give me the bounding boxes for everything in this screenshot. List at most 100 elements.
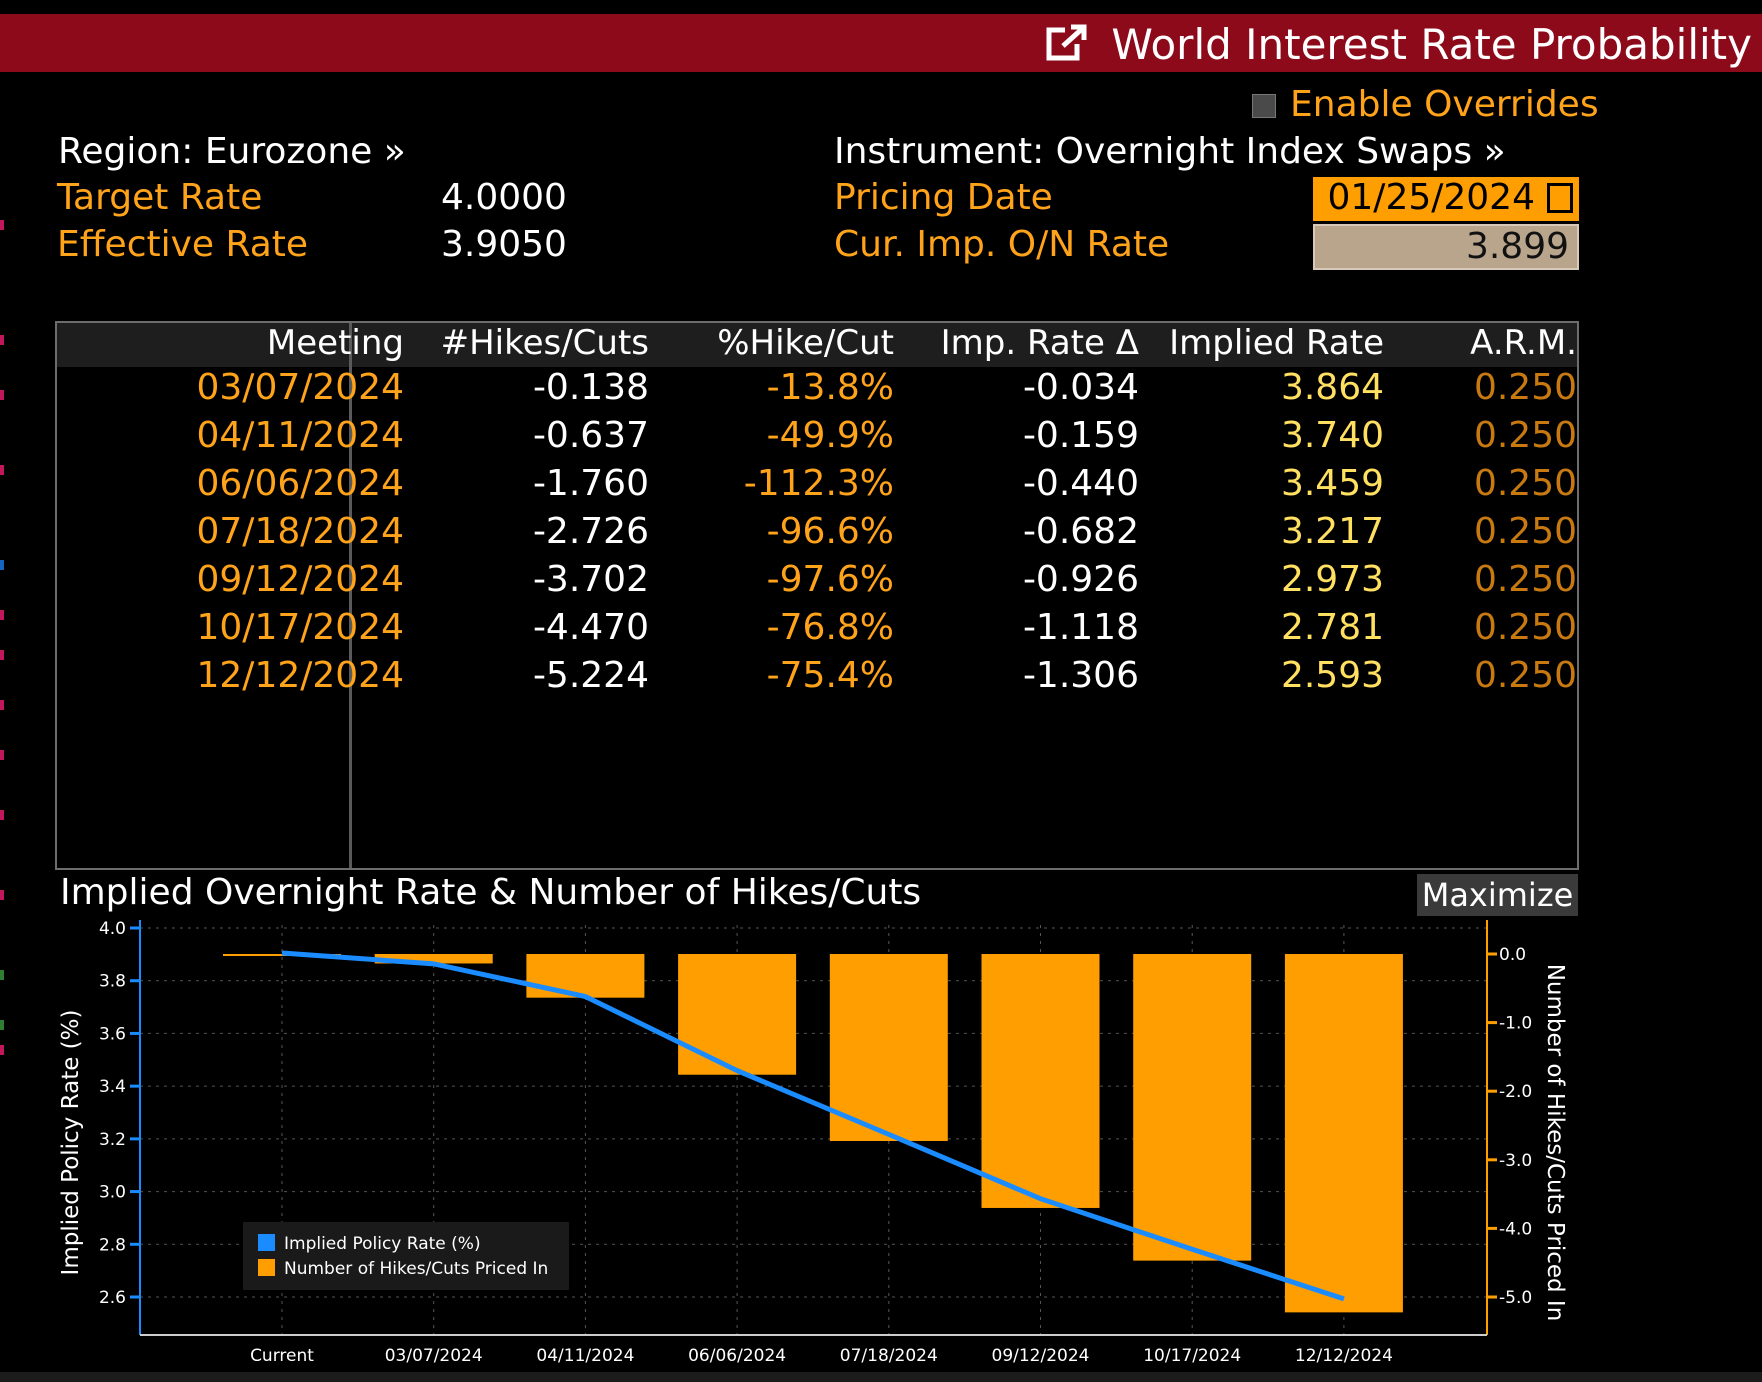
x-tick-label: 09/12/2024 <box>992 1346 1090 1366</box>
pricing-date-label: Pricing Date <box>834 177 1053 218</box>
arm-value: 0.250 <box>1473 559 1577 600</box>
legend-box <box>243 1222 569 1290</box>
right-tick-label: -2.0 <box>1499 1082 1532 1102</box>
implied-rate-value: 3.740 <box>1280 415 1384 456</box>
implied-rate-line <box>281 950 1345 1302</box>
right-tick-label: -1.0 <box>1499 1014 1532 1034</box>
arm-value: 0.250 <box>1473 415 1577 456</box>
hikes-cuts-value: -2.726 <box>532 511 649 552</box>
hikes-cuts-value: -0.637 <box>532 415 649 456</box>
right-tick-label: -3.0 <box>1499 1151 1532 1171</box>
x-tick-label: 07/18/2024 <box>840 1346 938 1366</box>
cur-imp-rate-label: Cur. Imp. O/N Rate <box>834 224 1170 265</box>
right-tick-label: -4.0 <box>1499 1219 1532 1239</box>
legend-swatch-rate <box>258 1234 275 1251</box>
implied-rate-value: 2.781 <box>1280 607 1384 648</box>
window-title: World Interest Rate Probability <box>1111 20 1752 69</box>
left-edge-markers <box>0 90 5 1370</box>
implied-rate-value: 2.973 <box>1280 559 1384 600</box>
header-hikes-cuts[interactable]: #Hikes/Cuts <box>440 323 649 363</box>
meeting-date: 04/11/2024 <box>196 415 405 456</box>
pct-hike-cut-value: -76.8% <box>766 607 894 648</box>
header-pct-hike-cut[interactable]: %Hike/Cut <box>717 323 894 363</box>
cur-imp-rate-value[interactable]: 3.899 <box>1465 226 1569 267</box>
imp-rate-delta-value: -0.159 <box>1022 415 1139 456</box>
header-arm[interactable]: A.R.M. <box>1470 323 1577 363</box>
target-rate-value: 4.0000 <box>441 177 567 218</box>
meetings-table: Meeting #Hikes/Cuts %Hike/Cut Imp. Rate … <box>55 321 1579 870</box>
hikes-cuts-value: -1.760 <box>532 463 649 504</box>
hikes-cuts-value: -5.224 <box>532 655 649 696</box>
bottom-bar <box>0 1372 1762 1382</box>
pct-hike-cut-value: -75.4% <box>766 655 894 696</box>
arm-value: 0.250 <box>1473 463 1577 504</box>
hikes-cuts-bar <box>981 954 1100 1208</box>
left-tick-label: 4.0 <box>99 919 126 939</box>
x-tick-label: 10/17/2024 <box>1143 1346 1241 1366</box>
effective-rate-value: 3.9050 <box>441 224 567 265</box>
right-axis-title: Number of Hikes/Cuts Priced In <box>1542 964 1568 1322</box>
meeting-date: 12/12/2024 <box>196 655 405 696</box>
title-bar: World Interest Rate Probability <box>0 14 1762 72</box>
arm-value: 0.250 <box>1473 511 1577 552</box>
x-tick-label: 04/11/2024 <box>536 1346 634 1366</box>
enable-overrides-label[interactable]: Enable Overrides <box>1290 84 1599 125</box>
hikes-cuts-bar <box>678 954 797 1075</box>
rate-chart: 4.0 3.8 3.6 3.4 3.2 3.0 2.8 2.6 0.0 -1.0 -2.0 -3.0 -… <box>58 919 1568 1366</box>
legend-label-rate: Implied Policy Rate (%) <box>284 1234 481 1254</box>
imp-rate-delta-value: -0.440 <box>1022 463 1139 504</box>
enable-overrides-checkbox[interactable] <box>1252 94 1276 118</box>
left-tick-label: 2.6 <box>99 1288 126 1308</box>
right-tick-label: 0.0 <box>1499 945 1526 965</box>
imp-rate-delta-value: -0.926 <box>1022 559 1139 600</box>
pricing-date-value[interactable]: 01/25/2024 <box>1327 177 1536 218</box>
left-tick-label: 2.8 <box>99 1235 126 1255</box>
chart-title: Implied Overnight Rate & Number of Hikes… <box>60 872 922 913</box>
arm-value: 0.250 <box>1473 655 1577 696</box>
implied-rate-value: 3.459 <box>1280 463 1384 504</box>
meeting-date: 06/06/2024 <box>196 463 405 504</box>
left-axis-title: Implied Policy Rate (%) <box>58 1010 84 1276</box>
implied-rate-value: 3.217 <box>1280 511 1384 552</box>
legend-swatch-hikes <box>258 1259 275 1276</box>
imp-rate-delta-value: -1.118 <box>1022 607 1139 648</box>
meeting-date: 07/18/2024 <box>196 511 405 552</box>
pct-hike-cut-value: -49.9% <box>766 415 894 456</box>
hikes-cuts-bar <box>526 954 645 998</box>
top-strip <box>0 0 1762 14</box>
meeting-date: 09/12/2024 <box>196 559 405 600</box>
table-header <box>57 323 1577 367</box>
external-link-icon[interactable] <box>1045 22 1089 64</box>
hikes-cuts-value: -4.470 <box>532 607 649 648</box>
pct-hike-cut-value: -97.6% <box>766 559 894 600</box>
right-tick-label: -5.0 <box>1499 1288 1532 1308</box>
meeting-date: 03/07/2024 <box>196 367 405 408</box>
effective-rate-label: Effective Rate <box>57 224 309 265</box>
header-meeting[interactable]: Meeting <box>266 323 404 363</box>
arm-value: 0.250 <box>1473 607 1577 648</box>
maximize-button[interactable]: Maximize <box>1417 874 1578 916</box>
instrument-selector[interactable]: Instrument: Overnight Index Swaps » <box>834 131 1506 172</box>
pct-hike-cut-value: -112.3% <box>743 463 894 504</box>
hikes-cuts-bar <box>1284 954 1403 1313</box>
implied-rate-value: 3.864 <box>1280 367 1384 408</box>
header-implied-rate[interactable]: Implied Rate <box>1169 323 1384 363</box>
x-tick-label: 12/12/2024 <box>1295 1346 1393 1366</box>
cur-imp-rate-field[interactable]: 3.899 <box>1313 224 1579 270</box>
hikes-cuts-bar <box>829 954 948 1142</box>
pct-hike-cut-value: -96.6% <box>766 511 894 552</box>
region-selector[interactable]: Region: Eurozone » <box>58 131 406 172</box>
pricing-date-field[interactable]: 01/25/2024 <box>1313 177 1579 221</box>
left-tick-label: 3.4 <box>99 1077 126 1097</box>
x-tick-label: 03/07/2024 <box>385 1346 483 1366</box>
calendar-icon[interactable] <box>1547 183 1573 213</box>
hikes-cuts-bar <box>1133 954 1252 1261</box>
implied-rate-value: 2.593 <box>1280 655 1384 696</box>
legend-label-hikes: Number of Hikes/Cuts Priced In <box>284 1259 548 1279</box>
imp-rate-delta-value: -0.034 <box>1022 367 1139 408</box>
hikes-cuts-value: -3.702 <box>532 559 649 600</box>
arm-value: 0.250 <box>1473 367 1577 408</box>
hikes-cuts-bar <box>374 954 493 964</box>
header-imp-rate-delta[interactable]: Imp. Rate Δ <box>940 323 1139 363</box>
x-tick-label: Current <box>250 1346 314 1366</box>
